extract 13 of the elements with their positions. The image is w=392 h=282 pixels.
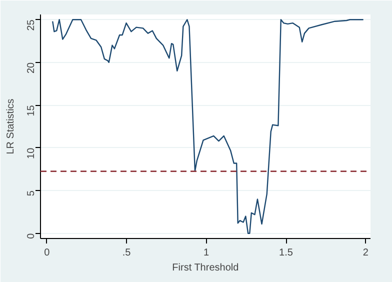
- y-tick-label: 20: [26, 62, 37, 74]
- x-tick-label: 1.5: [279, 248, 294, 258]
- x-tick-label: .5: [122, 248, 132, 258]
- x-tick-label: 2: [362, 248, 369, 258]
- y-tick-label: 25: [26, 19, 37, 31]
- y-tick-label: 15: [26, 104, 37, 116]
- y-tick-label: 5: [26, 190, 37, 196]
- x-tick-label: 0: [44, 248, 50, 258]
- y-axis-title: LR Statistics: [6, 98, 16, 154]
- x-axis-title: First Threshold: [172, 262, 239, 274]
- x-tick-label: 1: [204, 248, 210, 258]
- y-tick-label: 10: [26, 147, 37, 159]
- y-tick-label: 0: [26, 232, 37, 239]
